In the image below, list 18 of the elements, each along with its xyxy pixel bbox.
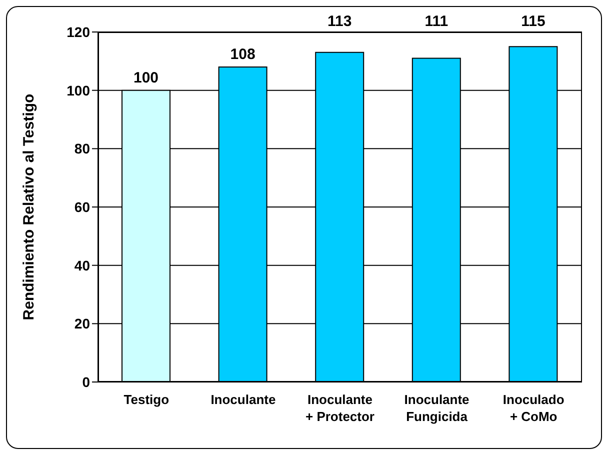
y-axis-title: Rendimiento Relativo al Testigo <box>20 94 38 320</box>
y-tick-label: 100 <box>66 82 90 98</box>
x-tick-label: Inoculante <box>210 392 276 407</box>
data-label: 108 <box>230 46 256 63</box>
data-label: 115 <box>521 13 546 30</box>
x-tick-label: Testigo <box>124 392 170 407</box>
data-label: 100 <box>133 69 159 86</box>
data-label: 113 <box>328 13 352 30</box>
data-label: 111 <box>424 13 448 30</box>
y-tick-label: 20 <box>74 316 90 332</box>
x-tick-label: Inoculante + Protector <box>306 392 374 424</box>
y-tick-label: 80 <box>74 140 90 157</box>
y-tick-label: 0 <box>82 374 90 390</box>
y-tick-label: 40 <box>74 257 90 274</box>
y-tick-label: 120 <box>66 24 90 40</box>
x-tick-label: Inoculado + CoMo <box>502 392 564 424</box>
x-tick-label: Inoculante Fungicida <box>404 392 470 424</box>
y-tick-label: 60 <box>74 198 90 215</box>
